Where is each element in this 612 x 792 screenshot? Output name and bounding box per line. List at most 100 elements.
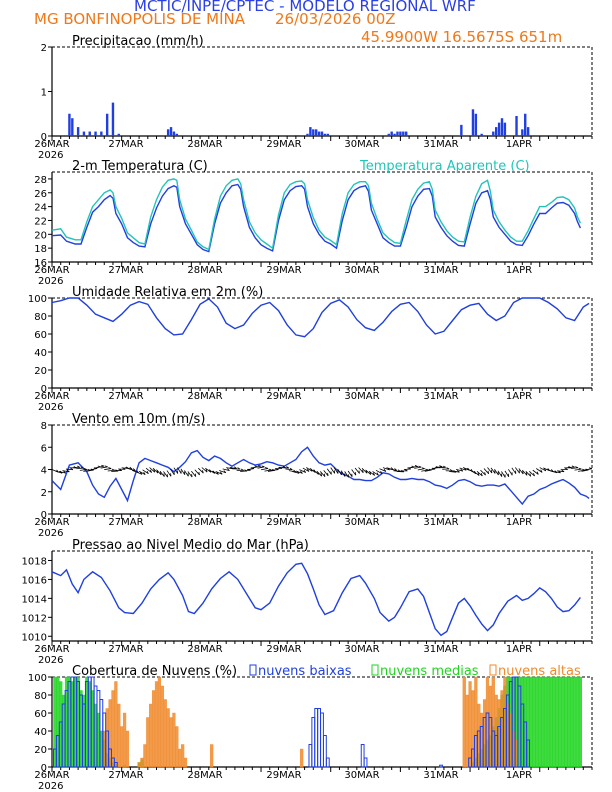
y-tick-label: 100 <box>28 673 47 684</box>
wind-arrow-head <box>227 468 230 471</box>
cloud-bar-high <box>210 744 214 768</box>
panel-title: Umidade Relativa em 2m (%) <box>72 285 263 300</box>
cloud-bar-high <box>152 690 156 768</box>
wind-arrow <box>525 471 531 477</box>
y-tick-label: 0 <box>41 510 47 521</box>
wind-arrow <box>208 469 215 474</box>
wind-arrow <box>508 469 513 476</box>
cloud-bar-high <box>465 694 469 768</box>
wind-arrow-head <box>286 466 290 469</box>
x-day-label: 29MAR <box>266 391 301 402</box>
wind-arrow <box>184 470 189 477</box>
wind-arrow-head <box>394 468 398 471</box>
cloud-bar-low <box>439 764 443 768</box>
wind-series-line <box>51 446 590 506</box>
temp-legend-label: Temperatura Aparente (C) <box>359 159 530 174</box>
x-day-label: 30MAR <box>344 644 379 655</box>
wind-arrow <box>316 470 322 477</box>
wind-arrow <box>205 467 212 473</box>
wind-arrow-head <box>111 468 115 471</box>
wind-arrow <box>375 469 383 475</box>
x-day-label: 29MAR <box>266 517 301 528</box>
wind-arrow <box>229 467 237 469</box>
precip-bar <box>326 133 330 136</box>
wind-arrow <box>431 467 439 470</box>
wind-arrow <box>97 465 105 468</box>
cloud-bar-high <box>160 685 164 768</box>
precip-bar <box>526 127 530 136</box>
y-tick-label: 1014 <box>22 594 47 605</box>
precip-bar <box>294 135 298 136</box>
wind-arrow <box>319 471 326 477</box>
wind-arrow-head <box>362 469 364 473</box>
wind-arrow-head <box>80 466 84 469</box>
precip-bar <box>448 135 451 136</box>
wind-arrow <box>459 467 467 471</box>
y-tick-label: 40 <box>34 348 47 359</box>
wind-arrow-head <box>397 469 401 472</box>
wind-arrow <box>299 469 306 473</box>
wind-arrow <box>557 470 565 473</box>
x-day-label: 28MAR <box>187 770 222 781</box>
wind-arrow <box>553 471 561 474</box>
wind-arrow <box>243 469 251 472</box>
panel-rh: 0 20 40 60 80 100 26MAR 27MAR 28MAR 29MAR 30MAR 31M… <box>28 285 593 413</box>
wind-arrow <box>490 467 496 474</box>
precip-bar <box>521 129 524 136</box>
wind-arrow-head <box>421 467 425 469</box>
x-day-label: 31MAR <box>423 139 458 150</box>
wind-arrow <box>166 470 172 477</box>
precip-bar <box>76 127 80 136</box>
cloud-bar-mid <box>570 676 574 768</box>
cloud-bar-high <box>140 757 144 768</box>
x-day-label: 31MAR <box>423 517 458 528</box>
wind-arrow-head <box>108 467 112 469</box>
wind-arrow <box>368 470 375 476</box>
x-day-label: 29MAR <box>266 139 301 150</box>
wind-arrow <box>219 470 226 474</box>
wind-arrow <box>62 470 70 473</box>
y-tick-label: 20 <box>34 745 47 756</box>
wind-arrow <box>253 465 262 468</box>
x-day-label: 28MAR <box>187 644 222 655</box>
wind-arrow-head <box>202 470 204 474</box>
wind-arrow <box>128 468 136 472</box>
wind-arrow-head <box>307 468 310 472</box>
wind-arrow-head <box>358 470 360 474</box>
precip-bar <box>94 131 97 136</box>
x-day-label: 28MAR <box>187 265 222 276</box>
x-day-label: 30MAR <box>344 265 379 276</box>
cloud-bar-mid <box>561 676 565 768</box>
wind-arrow-head <box>194 473 197 477</box>
precip-bar <box>393 133 396 136</box>
wind-arrow-head <box>376 472 379 476</box>
wind-arrow-head <box>456 469 460 473</box>
wind-arrow <box>306 467 313 472</box>
legend-label-low: nuvens baixas <box>258 664 352 679</box>
wind-arrow <box>379 468 387 472</box>
wind-arrow-head <box>390 467 394 470</box>
y-tick-label: 28 <box>34 175 47 186</box>
precip-bar <box>68 113 71 136</box>
cloud-bar-high <box>149 703 153 768</box>
wind-arrow <box>212 470 219 475</box>
cloud-bar-mid <box>567 676 571 768</box>
cloud-bar-high <box>166 708 170 768</box>
cloud-bar-mid <box>575 676 580 768</box>
panel-frame <box>51 424 593 515</box>
pres-series-line <box>51 562 581 637</box>
wind-arrow <box>511 467 517 474</box>
cloud-bar-mid <box>558 676 562 768</box>
cloud-bar-high <box>462 676 466 768</box>
y-tick-label: 2 <box>41 488 47 499</box>
wind-arrow-head <box>529 473 532 477</box>
y-tick-label: 80 <box>34 312 47 323</box>
wind-arrow <box>260 468 268 471</box>
wind-arrow-head <box>446 467 450 470</box>
wind-arrow-head <box>327 472 329 476</box>
wind-arrow <box>177 467 182 474</box>
precip-bar <box>312 129 315 136</box>
y-tick-label: 60 <box>34 330 47 341</box>
precip-bar <box>515 115 518 136</box>
